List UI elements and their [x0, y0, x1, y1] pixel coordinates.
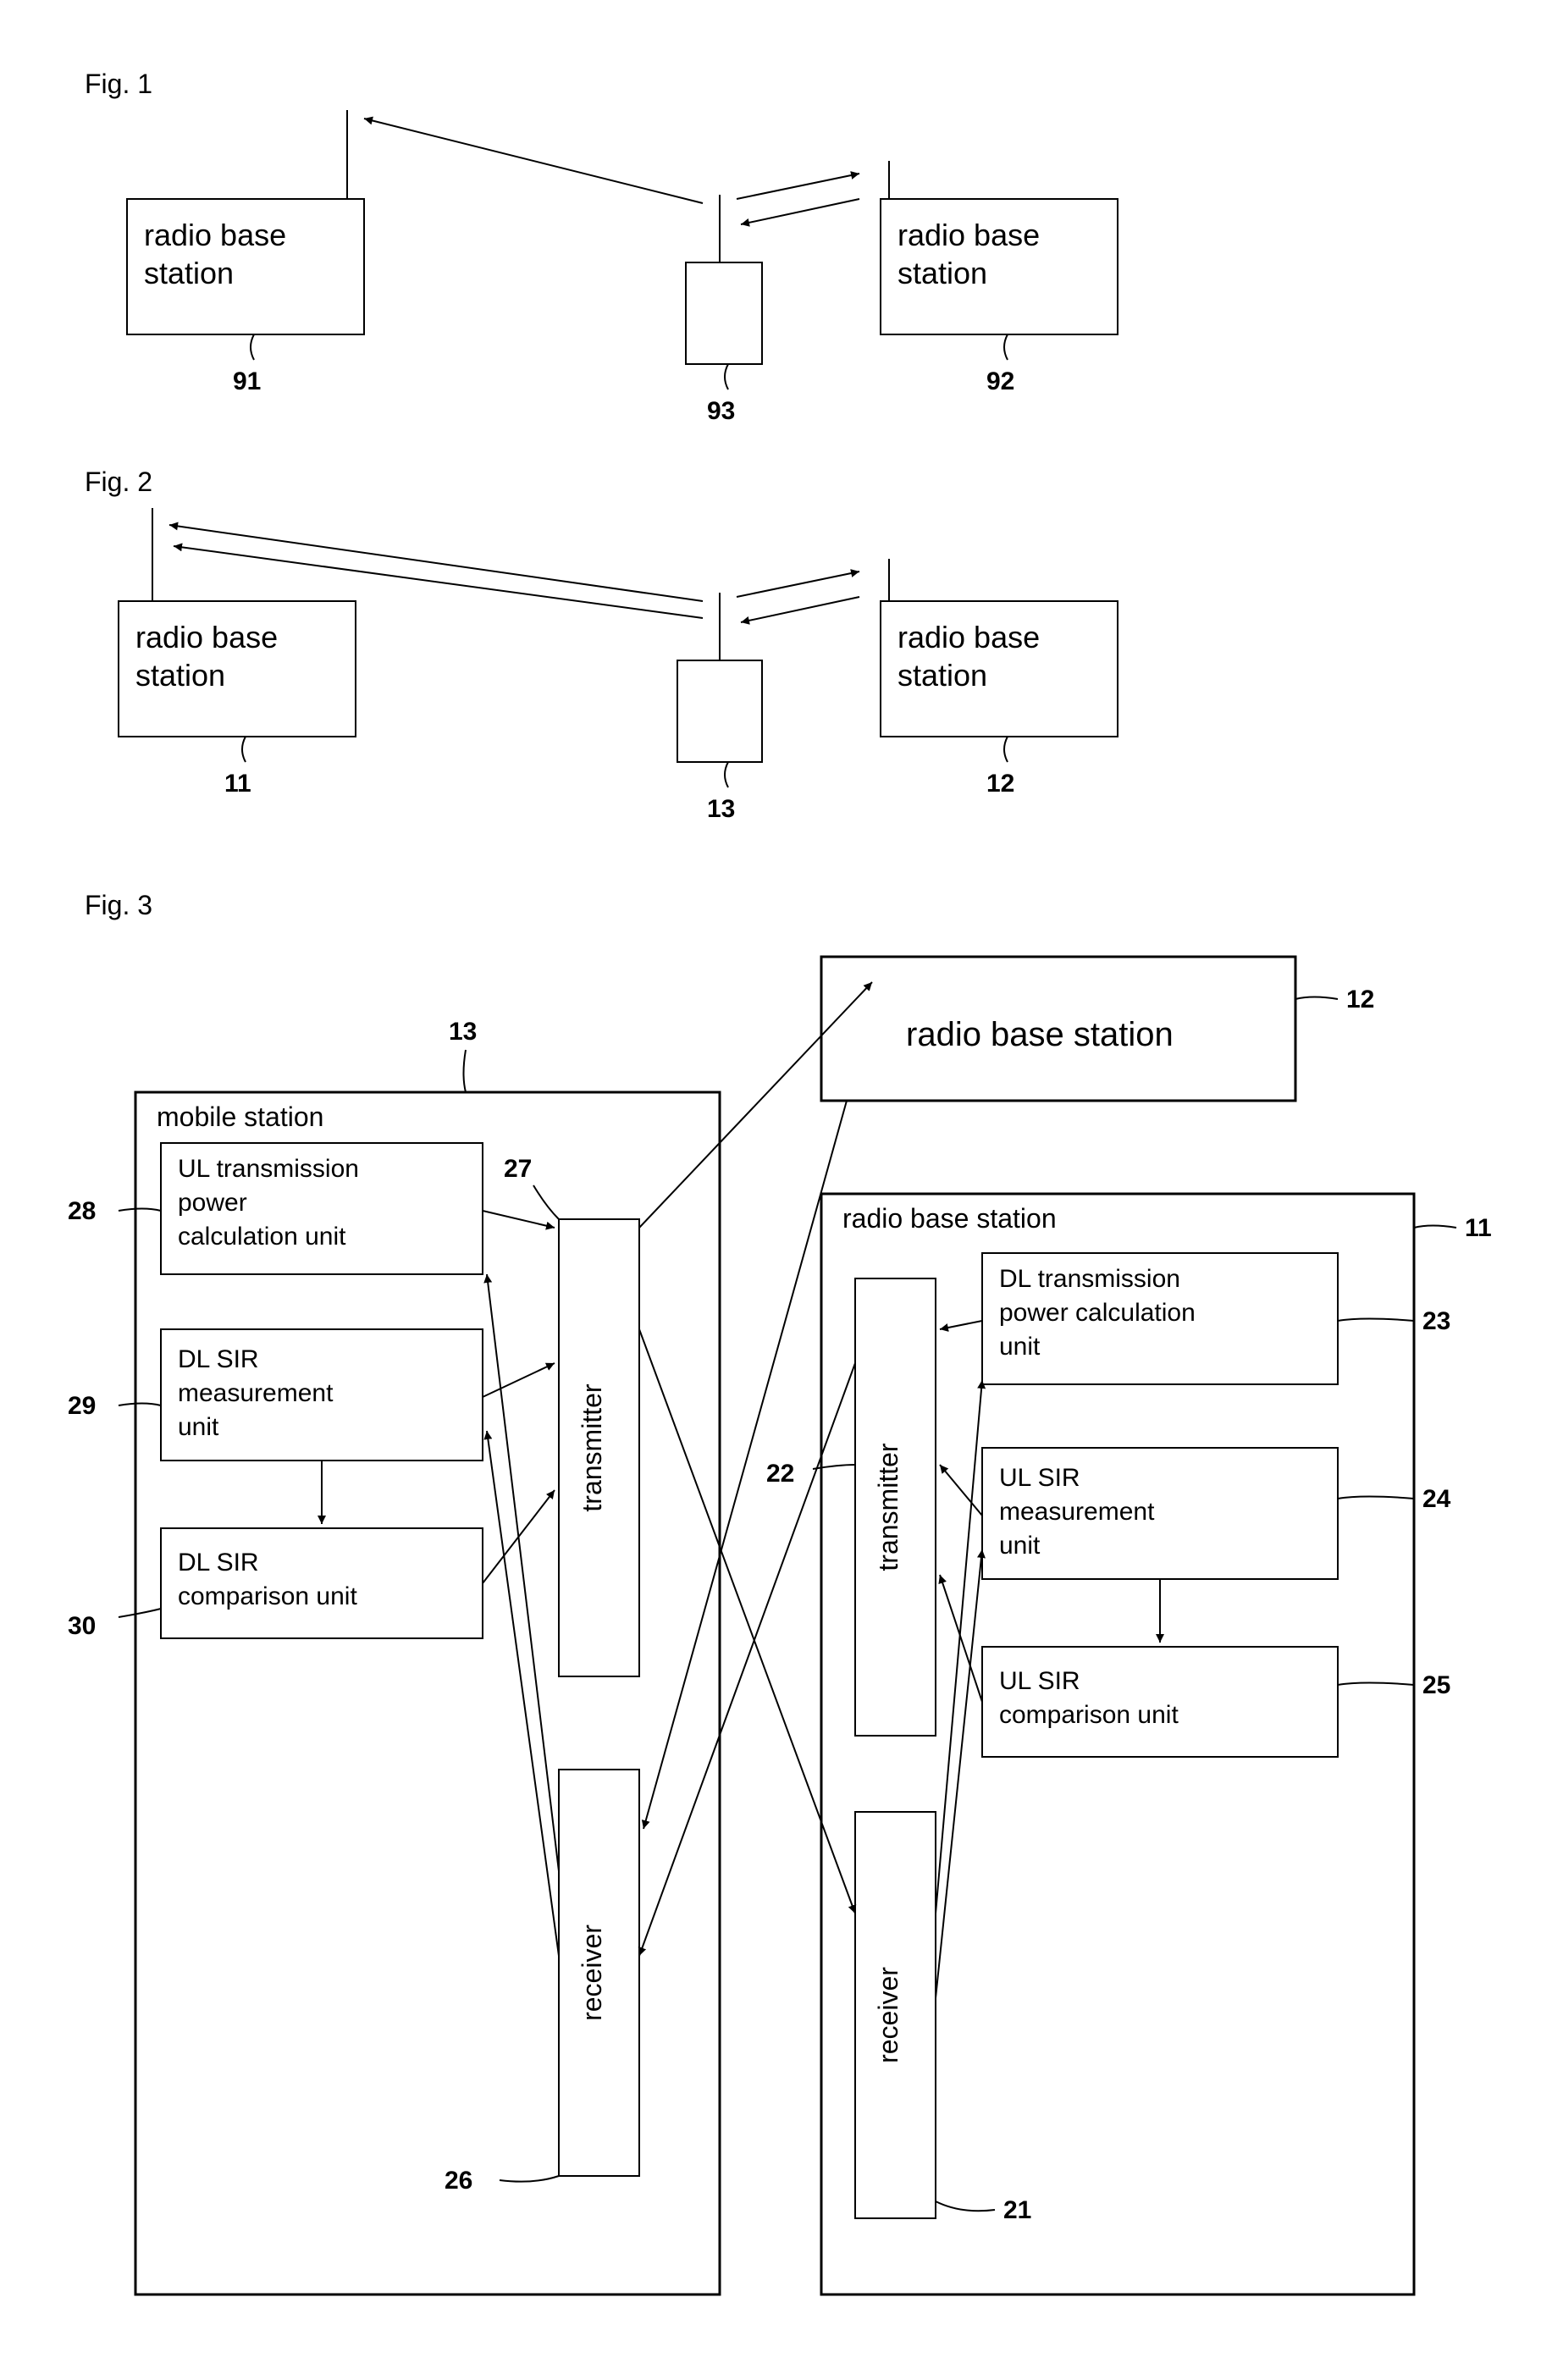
- fig3-ms-tx-label: transmitter: [577, 1383, 607, 1511]
- fig3-ms-tx-ref: 27: [504, 1155, 532, 1183]
- fig3-ul-comp-line1: UL SIR: [999, 1667, 1080, 1695]
- fig3-dl-meas-line1: DL SIR: [178, 1345, 259, 1373]
- fig3-ms-rx-label: receiver: [577, 1924, 607, 2021]
- fig1-left-label-line1: radio base: [144, 218, 286, 252]
- fig3-ul-tx-line2: power: [178, 1189, 247, 1217]
- fig1-title: Fig. 1: [85, 69, 152, 99]
- fig1-mobile-ref: 93: [707, 397, 735, 425]
- fig1-left-ref: 91: [233, 367, 261, 395]
- fig3-bs-container: radio base station 11 DL transmission po…: [766, 1194, 1492, 2294]
- fig3-bs-ref: 11: [1465, 1214, 1492, 1242]
- fig3-bs-tx-ref: 22: [766, 1460, 794, 1488]
- fig1-left-label-line2: station: [144, 256, 234, 290]
- fig1-arrow-left-in: [364, 119, 703, 203]
- fig3-ul-tx-line1: UL transmission: [178, 1155, 359, 1183]
- fig2-title: Fig. 2: [85, 467, 152, 497]
- fig3-dl-meas-ref: 29: [68, 1392, 96, 1420]
- fig1-right-station: radio base station 92: [881, 161, 1118, 395]
- fig3-bs-rx-label: receiver: [873, 1967, 903, 2063]
- fig1-mobile: 93: [686, 195, 762, 425]
- figure-1: Fig. 1 radio base station 91 radio base …: [85, 69, 1118, 425]
- fig2-arrow-right-out: [737, 572, 859, 597]
- fig2-right-station: radio base station 12: [881, 559, 1118, 798]
- fig2-left-station: radio base station 11: [119, 508, 356, 798]
- fig3-dl-tx-line3: unit: [999, 1333, 1041, 1361]
- fig3-dl-comp-ref: 30: [68, 1612, 96, 1640]
- fig3-dl-tx-line1: DL transmission: [999, 1265, 1180, 1293]
- fig1-left-station: radio base station 91: [127, 110, 364, 395]
- fig3-ul-meas-line1: UL SIR: [999, 1464, 1080, 1492]
- fig3-ul-tx-ref: 28: [68, 1197, 96, 1225]
- fig2-left-label-line1: radio base: [135, 620, 278, 654]
- fig3-dl-comp-line1: DL SIR: [178, 1549, 259, 1577]
- fig3-ms-rx-ref: 26: [445, 2167, 472, 2195]
- fig3-bs-tx-label: transmitter: [873, 1443, 903, 1571]
- fig2-left-label-line2: station: [135, 658, 225, 693]
- fig3-dl-meas-line2: measurement: [178, 1379, 334, 1407]
- diagram-root: Fig. 1 radio base station 91 radio base …: [34, 34, 1507, 2346]
- fig2-right-label-line1: radio base: [898, 620, 1040, 654]
- fig1-right-label-line1: radio base: [898, 218, 1040, 252]
- fig3-ul-meas-line2: measurement: [999, 1498, 1155, 1526]
- fig3-dl-comp-line2: comparison unit: [178, 1582, 357, 1610]
- fig2-right-ref: 12: [986, 770, 1014, 798]
- fig3-ul-meas-ref: 24: [1422, 1485, 1451, 1513]
- figure-3: Fig. 3 radio base station 12 mobile stat…: [68, 890, 1492, 2294]
- fig2-arrow-left-out: [169, 525, 703, 601]
- fig3-title: Fig. 3: [85, 890, 152, 920]
- fig1-right-ref: 92: [986, 367, 1014, 395]
- fig3-bs-rx-ref: 21: [1003, 2196, 1031, 2224]
- fig2-mobile-ref: 13: [707, 795, 735, 823]
- fig3-dl-tx-ref: 23: [1422, 1307, 1450, 1335]
- fig3-ul-comp-line2: comparison unit: [999, 1701, 1179, 1729]
- fig3-ul-tx-line3: calculation unit: [178, 1223, 346, 1251]
- figure-2: Fig. 2 radio base station 11 radio base …: [85, 467, 1118, 823]
- fig2-left-ref: 11: [224, 770, 251, 798]
- fig1-arrow-right-out: [737, 174, 859, 199]
- fig3-dl-tx-line2: power calculation: [999, 1299, 1196, 1327]
- fig2-right-label-line2: station: [898, 658, 987, 693]
- fig3-mobile-ref: 13: [449, 1018, 477, 1046]
- fig3-bs-container-label: radio base station: [842, 1203, 1057, 1234]
- fig3-top-station: radio base station 12: [821, 957, 1374, 1101]
- fig3-ul-meas-line3: unit: [999, 1532, 1041, 1560]
- fig3-mobile-container-label: mobile station: [157, 1102, 323, 1132]
- fig1-right-label-line2: station: [898, 256, 987, 290]
- fig2-mobile: 13: [677, 593, 762, 823]
- fig1-arrow-right-in: [741, 199, 859, 224]
- fig3-top-label: radio base station: [906, 1016, 1174, 1053]
- fig3-mobile-container: mobile station 13 UL transmission power …: [68, 1018, 720, 2294]
- fig3-ul-comp-ref: 25: [1422, 1671, 1450, 1699]
- fig2-arrow-right-in: [741, 597, 859, 622]
- fig3-dl-meas-line3: unit: [178, 1413, 219, 1441]
- fig3-top-ref: 12: [1346, 986, 1374, 1013]
